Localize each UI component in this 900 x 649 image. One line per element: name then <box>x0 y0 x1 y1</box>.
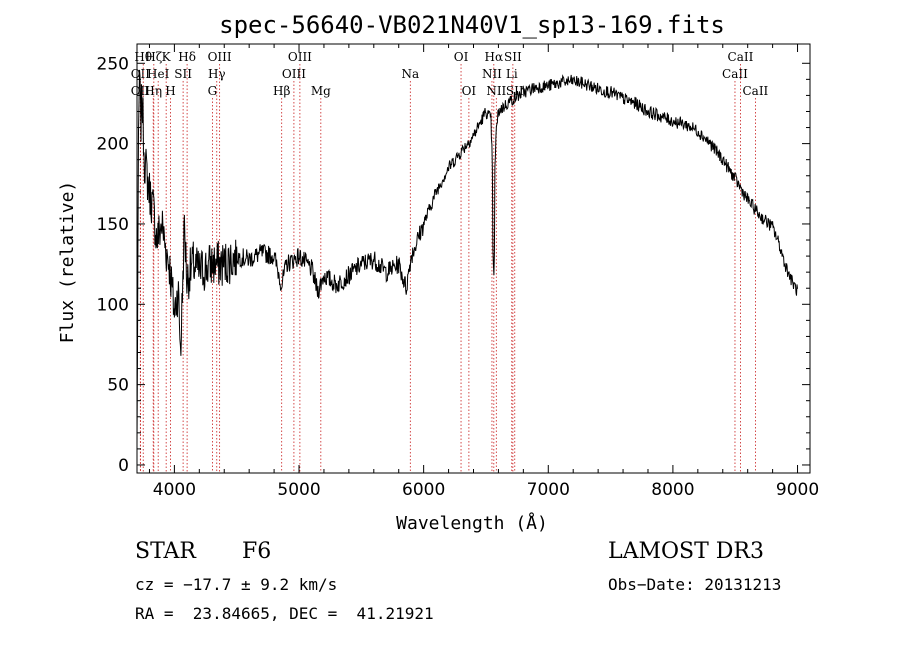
line-label-4: Hζ <box>145 50 162 64</box>
x-tick-label-5000: 5000 <box>277 480 320 500</box>
line-label-17: Na <box>401 67 419 81</box>
line-label-18: OI <box>454 50 469 64</box>
line-label-6: K <box>162 50 172 64</box>
object-subclass: F6 <box>242 539 272 564</box>
line-label-19: OI <box>462 84 477 98</box>
line-label-3: Hη <box>144 84 162 98</box>
coordinates-readout: RA = 23.84665, DEC = 41.21921 <box>135 604 434 623</box>
x-tick-label-4000: 4000 <box>153 480 196 500</box>
y-tick-label-100: 100 <box>97 295 129 315</box>
y-tick-label-250: 250 <box>97 54 129 74</box>
line-label-7: H <box>165 84 175 98</box>
line-label-20: NII <box>482 67 502 81</box>
line-label-8: SII <box>174 67 192 81</box>
line-label-22: NII <box>486 84 506 98</box>
line-label-2: Hθ <box>134 50 152 64</box>
line-label-11: Hγ <box>208 67 226 81</box>
line-label-23: Li <box>506 67 518 81</box>
line-label-0: OII <box>131 67 151 81</box>
line-label-26: CaII <box>722 67 748 81</box>
spectrum-trace <box>136 69 798 445</box>
redshift-readout: cz = −17.7 ± 9.2 km/s <box>135 575 338 594</box>
line-label-27: CaII <box>728 50 754 64</box>
y-tick-label-0: 0 <box>118 456 129 476</box>
y-tick-label-200: 200 <box>97 135 129 155</box>
spectrum-layer <box>136 69 798 445</box>
line-label-28: CaII <box>742 84 768 98</box>
line-label-12: OIII <box>208 50 232 64</box>
x-tick-label-6000: 6000 <box>402 480 445 500</box>
plot-frame <box>136 43 811 474</box>
line-label-21: Hα <box>485 50 504 64</box>
line-label-24: SII <box>504 50 522 64</box>
x-tick-label-9000: 9000 <box>776 480 819 500</box>
y-tick-label-150: 150 <box>97 215 129 235</box>
axes-layer: 4000 5000 6000 7000 8000 9000 0 50 100 150 200 250 <box>97 44 819 500</box>
obs-date: Obs−Date: 20131213 <box>608 575 782 594</box>
x-tick-label-8000: 8000 <box>651 480 694 500</box>
x-axis-label: Wavelength (Å) <box>396 512 548 534</box>
line-label-9: Hδ <box>178 50 196 64</box>
line-label-16: Mg <box>311 84 331 98</box>
survey-name: LAMOST DR3 <box>608 539 764 564</box>
x-tick-label-7000: 7000 <box>527 480 570 500</box>
y-axis-label: Flux (relative) <box>57 181 78 344</box>
chart-title: spec-56640-VB021N40V1_sp13-169.fits <box>219 11 725 39</box>
line-label-15: OIII <box>288 50 312 64</box>
line-label-14: OIII <box>282 67 306 81</box>
line-label-10: G <box>208 84 218 98</box>
line-label-13: Hβ <box>273 84 290 98</box>
object-class: STAR <box>135 539 196 564</box>
y-tick-label-50: 50 <box>107 376 129 396</box>
line-label-5: HeI <box>147 67 170 81</box>
